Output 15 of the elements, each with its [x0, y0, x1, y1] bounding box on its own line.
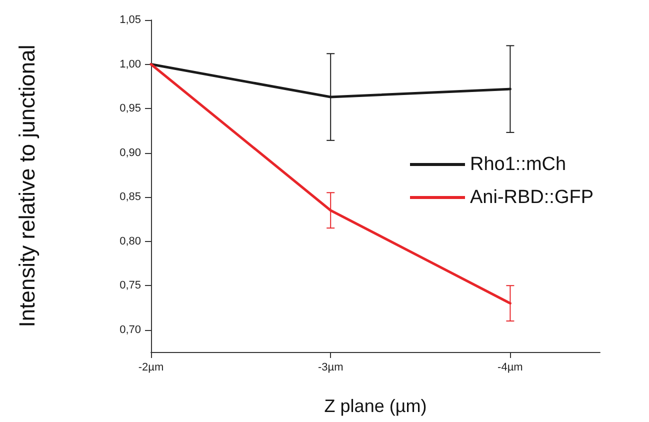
- y-tick-label: 0,85: [120, 191, 141, 204]
- x-tick-label: -4µm: [498, 362, 523, 374]
- y-tick-label: 1,05: [120, 14, 141, 26]
- y-tick-label: 0,75: [120, 280, 141, 292]
- y-tick-label: 0,90: [120, 146, 141, 159]
- y-tick-label: 0,95: [120, 102, 141, 115]
- y-axis-title: Intensity relative to junctional: [14, 44, 40, 328]
- legend-label: Rho1::mCh: [470, 154, 566, 175]
- legend-label: Ani-RBD::GFP: [470, 187, 594, 208]
- y-tick-label: 0,80: [120, 235, 141, 248]
- x-tick-label: -3µm: [318, 362, 344, 374]
- y-tick-label: 0,70: [120, 324, 141, 336]
- x-tick-label: -2µm: [138, 362, 164, 374]
- x-axis-title: Z plane (µm): [324, 396, 427, 416]
- y-tick-label: 1,00: [120, 58, 141, 70]
